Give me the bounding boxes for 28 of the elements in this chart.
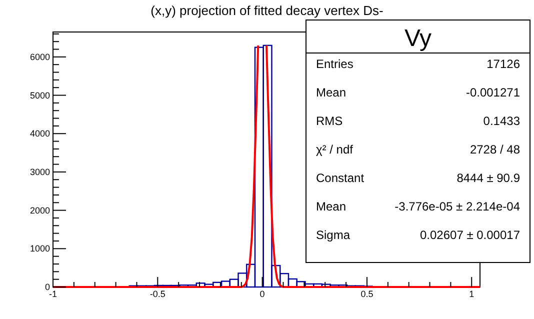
annotation: Entries [316, 57, 354, 71]
chart-title: (x,y) projection of fitted decay vertex Ds- [150, 3, 384, 18]
annotation: RMS [316, 114, 343, 128]
x-tick-label: -0.5 [150, 289, 166, 299]
annotation: χ² / ndf [316, 142, 354, 156]
annotation: 8444 ± 90.9 [456, 171, 520, 185]
annotation: 0.02607 ± 0.00017 [420, 228, 520, 242]
x-tick-label: -1 [48, 289, 58, 299]
annotation: -3.776e-05 ± 2.214e-04 [394, 200, 520, 214]
annotation: Constant [316, 171, 365, 185]
annotation: Mean [316, 86, 346, 100]
x-tick-label: 0.5 [360, 289, 374, 299]
annotation: 2728 / 48 [470, 142, 520, 156]
y-tick-label: 2000 [30, 205, 50, 216]
y-tick-label: 3000 [30, 166, 50, 177]
x-tick-label: 1 [469, 289, 474, 299]
y-tick-label: 0 [44, 282, 50, 292]
y-tick-label: 6000 [30, 52, 50, 62]
text: 17126 [486, 57, 520, 71]
annotation: Mean [316, 200, 346, 214]
text: 0.1433 [483, 114, 520, 128]
annotation: Vy [404, 25, 432, 52]
x-tick-label: 0 [260, 289, 265, 299]
annotation: -0.001271 [466, 86, 520, 100]
y-tick-label: 1000 [30, 244, 50, 254]
y-tick-label: 5000 [30, 90, 50, 100]
annotation: Sigma [316, 228, 350, 242]
y-tick-label: 4000 [30, 128, 50, 139]
